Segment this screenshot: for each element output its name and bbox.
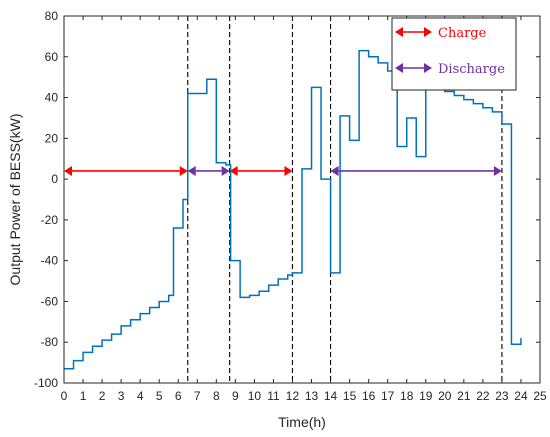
period-arrow [64, 165, 188, 176]
period-arrow-head-right [221, 165, 230, 176]
x-tick-label: 17 [381, 389, 395, 403]
period-arrow-head-left [229, 165, 238, 176]
y-tick-label: 20 [45, 131, 59, 145]
legend: Charge Discharge [391, 17, 517, 91]
x-tick-label: 22 [476, 389, 490, 403]
legend-arrow-charge [395, 27, 432, 37]
legend-arrow [395, 27, 432, 37]
x-tick-label: 14 [324, 389, 338, 403]
x-tick-label: 12 [286, 389, 300, 403]
legend-item-discharge: Discharge [395, 62, 505, 77]
y-tick-label: -100 [34, 376, 58, 390]
x-tick-label: 25 [533, 389, 547, 403]
legend-arrow [395, 63, 432, 73]
x-tick-label: 23 [495, 389, 509, 403]
y-tick-label: 80 [45, 9, 59, 23]
y-tick-label: -20 [41, 213, 59, 227]
period-arrow-head-left [187, 165, 196, 176]
x-tick-label: 8 [213, 389, 220, 403]
y-tick-label: 60 [45, 50, 59, 64]
y-tick-label: -60 [41, 294, 59, 308]
x-tick-label: 1 [80, 389, 87, 403]
x-tick-label: 9 [232, 389, 239, 403]
period-arrow [187, 165, 230, 176]
legend-arrow-head-right [424, 27, 432, 37]
x-tick-label: 11 [267, 389, 280, 403]
legend-box [391, 17, 517, 91]
x-tick-label: 19 [419, 389, 433, 403]
period-arrow [330, 165, 502, 176]
y-tick-label: -80 [41, 335, 59, 349]
legend-item-charge: Charge [395, 26, 487, 41]
period-arrow [229, 165, 293, 176]
x-tick-labels: 0 1 2 3 4 5 6 7 8 9 10 11 12 13 14 15 16 17 18 19 20 21 22 23 24… [61, 389, 547, 403]
x-tick-label: 3 [118, 389, 125, 403]
period-arrow-head-left [330, 165, 339, 176]
period-arrow-head-left [64, 165, 72, 176]
x-tick-label: 18 [400, 389, 414, 403]
y-tick-label: 0 [51, 172, 58, 186]
x-tick-label: 10 [248, 389, 262, 403]
x-tick-label: 6 [175, 389, 182, 403]
legend-arrow-head-left [395, 63, 403, 73]
x-tick-label: 21 [457, 389, 471, 403]
x-tick-label: 2 [99, 389, 106, 403]
period-arrow-head-right [284, 165, 293, 176]
legend-label-charge: Charge [438, 26, 487, 41]
x-tick-label: 7 [194, 389, 201, 403]
x-tick-label: 4 [137, 389, 144, 403]
x-tick-label: 24 [514, 389, 528, 403]
x-tick-label: 20 [438, 389, 452, 403]
x-tick-label: 0 [61, 389, 68, 403]
y-axis-label: Output Power of BESS(kW) [7, 114, 23, 286]
y-tick-label: -40 [41, 254, 59, 268]
period-arrows [64, 165, 502, 176]
legend-label-discharge: Discharge [438, 62, 505, 77]
x-tick-label: 13 [305, 389, 319, 403]
period-arrow-head-right [493, 165, 502, 176]
x-tick-label: 16 [362, 389, 376, 403]
legend-arrow-head-right [424, 63, 432, 73]
y-tick-labels: -100 -80 -60 -40 -20 0 20 40 60 80 [34, 9, 58, 390]
vertical-dashed-lines [187, 16, 503, 383]
x-axis-label: Time(h) [278, 414, 326, 430]
plot-frame [63, 15, 541, 384]
x-tick-label: 15 [343, 389, 357, 403]
x-tick-label: 5 [156, 389, 163, 403]
period-arrow-head-right [179, 165, 188, 176]
y-tick-label: 40 [45, 91, 59, 105]
legend-arrow-head-left [395, 27, 403, 37]
legend-arrow-discharge [395, 63, 432, 73]
